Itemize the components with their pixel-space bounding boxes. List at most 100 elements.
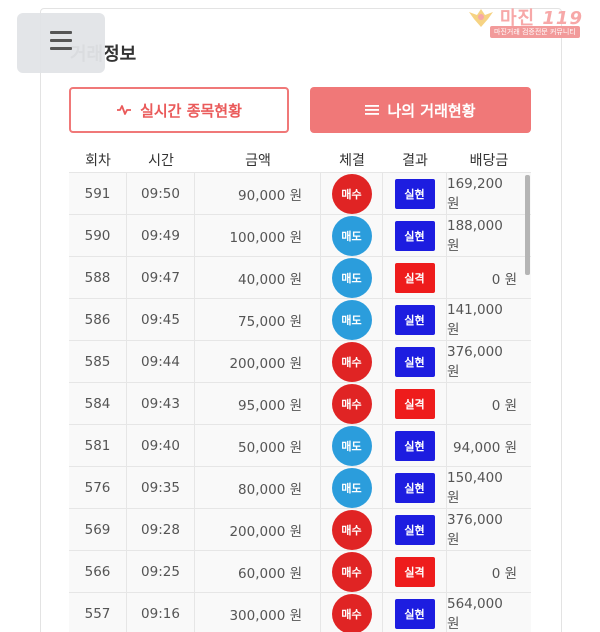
cell-time: 09:25 xyxy=(127,551,195,592)
cell-trade: 매수 xyxy=(321,383,383,424)
column-header-result: 결과 xyxy=(402,153,428,169)
cell-time: 09:47 xyxy=(127,257,195,298)
cell-payout: 0 원 xyxy=(491,397,517,414)
cell-result: 실격 xyxy=(383,257,447,298)
cell-trade: 매도 xyxy=(321,257,383,298)
cell-result: 실격 xyxy=(383,383,447,424)
table-row: 557 09:16 300,000 원 매수 실현 564,000 원 xyxy=(69,593,531,632)
cell-payout: 0 원 xyxy=(491,271,517,288)
cell-trade: 매수 xyxy=(321,551,383,592)
cell-amount: 300,000 원 xyxy=(195,593,321,632)
column-header-amount: 금액 xyxy=(245,153,271,169)
table-row: 586 09:45 75,000 원 매도 실현 141,000 원 xyxy=(69,299,531,341)
cell-round: 584 xyxy=(69,383,127,424)
cell-time: 09:44 xyxy=(127,341,195,382)
site-logo[interactable]: 마진 119 마진거래 검증전문 커뮤니티 xyxy=(462,4,594,38)
cell-round: 576 xyxy=(69,467,127,508)
trade-type-badge: 매수 xyxy=(331,551,372,592)
table-scrollbar[interactable] xyxy=(525,175,530,275)
result-badge: 실현 xyxy=(394,472,435,503)
cell-amount: 60,000 원 xyxy=(195,551,321,592)
column-header-round: 회차 xyxy=(85,153,111,169)
cell-time: 09:50 xyxy=(127,173,195,214)
cell-payout: 94,000 원 xyxy=(453,439,517,456)
cell-time: 09:16 xyxy=(127,593,195,632)
table-row: 569 09:28 200,000 원 매수 실현 376,000 원 xyxy=(69,509,531,551)
cell-trade: 매도 xyxy=(321,467,383,508)
cell-payout: 376,000 원 xyxy=(447,511,503,548)
result-badge: 실격 xyxy=(394,556,435,587)
cell-round: 585 xyxy=(69,341,127,382)
pulse-icon xyxy=(117,105,132,115)
trade-type-badge: 매수 xyxy=(331,509,372,550)
trade-type-badge: 매도 xyxy=(331,299,372,340)
cell-result: 실현 xyxy=(383,593,447,632)
cell-round: 566 xyxy=(69,551,127,592)
trade-type-badge: 매도 xyxy=(331,215,372,256)
hamburger-menu-icon xyxy=(50,31,72,55)
tab-live-status[interactable]: 실시간 종목현황 xyxy=(69,87,289,133)
cell-time: 09:40 xyxy=(127,425,195,466)
table-row: 584 09:43 95,000 원 매수 실격 0 원 xyxy=(69,383,531,425)
result-badge: 실현 xyxy=(394,430,435,461)
cell-amount: 75,000 원 xyxy=(195,299,321,340)
cell-payout: 169,200 원 xyxy=(447,175,503,212)
tab-my-trades[interactable]: 나의 거래현황 xyxy=(310,87,531,133)
cell-round: 557 xyxy=(69,593,127,632)
trade-history-table: 591 09:50 90,000 원 매수 실현 169,200 원 590 09:49 100… xyxy=(69,172,531,632)
trade-type-badge: 매수 xyxy=(331,173,372,214)
cell-payout: 150,400 원 xyxy=(447,469,503,506)
cell-trade: 매도 xyxy=(321,299,383,340)
trade-type-badge: 매도 xyxy=(331,425,372,466)
cell-amount: 90,000 원 xyxy=(195,173,321,214)
cell-trade: 매도 xyxy=(321,425,383,466)
cell-payout: 0 원 xyxy=(491,565,517,582)
cell-result: 실현 xyxy=(383,299,447,340)
trade-type-badge: 매수 xyxy=(331,593,372,632)
cell-trade: 매수 xyxy=(321,341,383,382)
column-header-payout: 배당금 xyxy=(469,153,509,169)
cell-result: 실현 xyxy=(383,341,447,382)
cell-trade: 매도 xyxy=(321,215,383,256)
trade-type-badge: 매도 xyxy=(331,257,372,298)
table-row: 591 09:50 90,000 원 매수 실현 169,200 원 xyxy=(69,173,531,215)
cell-trade: 매수 xyxy=(321,593,383,632)
table-row: 576 09:35 80,000 원 매도 실현 150,400 원 xyxy=(69,467,531,509)
cell-amount: 50,000 원 xyxy=(195,425,321,466)
logo-brand: 마진 119 xyxy=(500,8,583,29)
cell-time: 09:35 xyxy=(127,467,195,508)
cell-result: 실현 xyxy=(383,215,447,256)
cell-result: 실현 xyxy=(383,467,447,508)
cell-payout: 564,000 원 xyxy=(447,595,503,632)
cell-round: 581 xyxy=(69,425,127,466)
trade-type-badge: 매수 xyxy=(331,341,372,382)
result-badge: 실현 xyxy=(394,514,435,545)
result-badge: 실현 xyxy=(394,598,435,629)
column-header-time: 시간 xyxy=(148,153,174,169)
cell-amount: 95,000 원 xyxy=(195,383,321,424)
table-row: 581 09:40 50,000 원 매도 실현 94,000 원 xyxy=(69,425,531,467)
list-icon xyxy=(365,105,380,115)
eagle-emblem-icon xyxy=(469,9,493,27)
trade-type-badge: 매수 xyxy=(331,383,372,424)
cell-amount: 100,000 원 xyxy=(195,215,321,256)
cell-round: 569 xyxy=(69,509,127,550)
table-row: 588 09:47 40,000 원 매도 실격 0 원 xyxy=(69,257,531,299)
cell-payout: 188,000 원 xyxy=(447,217,503,254)
table-row: 566 09:25 60,000 원 매수 실격 0 원 xyxy=(69,551,531,593)
cell-round: 588 xyxy=(69,257,127,298)
logo-tagline: 마진거래 검증전문 커뮤니티 xyxy=(490,26,580,38)
table-row: 590 09:49 100,000 원 매도 실현 188,000 원 xyxy=(69,215,531,257)
cell-result: 실현 xyxy=(383,425,447,466)
cell-round: 586 xyxy=(69,299,127,340)
result-badge: 실현 xyxy=(394,346,435,377)
table-row: 585 09:44 200,000 원 매수 실현 376,000 원 xyxy=(69,341,531,383)
cell-round: 590 xyxy=(69,215,127,256)
menu-button[interactable] xyxy=(17,13,105,73)
tab-mine-label: 나의 거래현황 xyxy=(387,101,476,120)
result-badge: 실격 xyxy=(394,262,435,293)
cell-payout: 141,000 원 xyxy=(447,301,503,338)
cell-amount: 200,000 원 xyxy=(195,509,321,550)
cell-time: 09:28 xyxy=(127,509,195,550)
cell-time: 09:45 xyxy=(127,299,195,340)
